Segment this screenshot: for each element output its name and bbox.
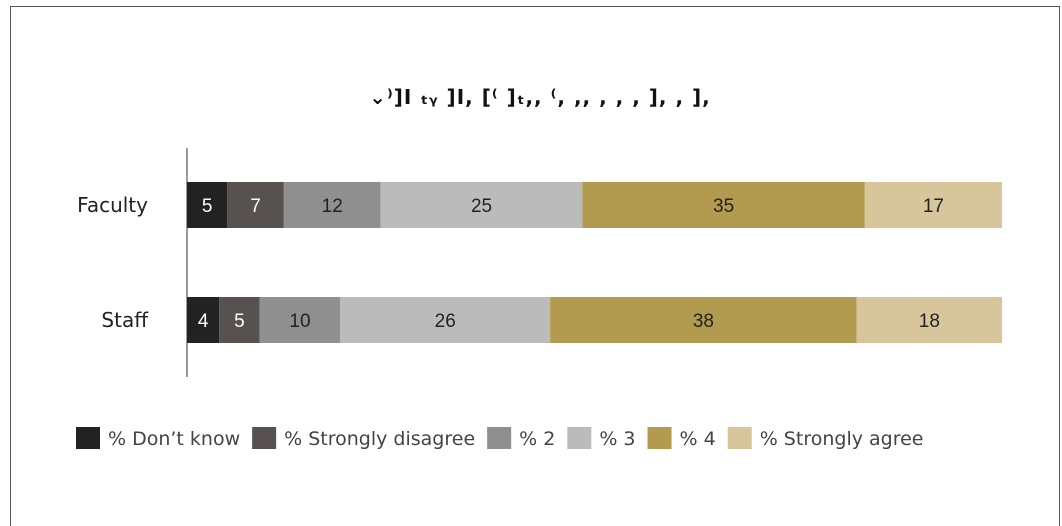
category-labels: Faculty Staff [77, 193, 149, 332]
data-label-faculty-0: 5 [202, 196, 213, 217]
legend-label-2: % 2 [519, 428, 555, 450]
bar-segment-staff-1 [219, 297, 260, 343]
stacked-bar-chart: ⌄⁾]I ₜᵧ ]I, [⁽ ]ₜ,, ⁽, ,, , , , ], , ], … [76, 85, 1002, 450]
category-label-staff: Staff [101, 308, 149, 332]
legend-swatch-5 [727, 427, 752, 449]
data-label-faculty-5: 17 [923, 196, 944, 217]
bar-segment-faculty-0 [187, 182, 228, 228]
legend-label-1: % Strongly disagree [284, 428, 475, 450]
legend-swatch-4 [647, 427, 672, 449]
legend: % Don’t know % Strongly disagree % 2 % 3 % 4… [76, 427, 923, 450]
bar-segment-faculty-2 [283, 182, 381, 228]
bar-segment-staff-2 [259, 297, 341, 343]
bar-segment-staff-0 [187, 297, 220, 343]
bar-segment-staff-4 [550, 297, 857, 343]
legend-label-5: % Strongly agree [760, 428, 924, 450]
category-label-faculty: Faculty [77, 193, 148, 217]
legend-label-0: % Don’t know [108, 428, 240, 450]
legend-swatch-0 [76, 427, 100, 449]
data-label-staff-5: 18 [919, 311, 940, 332]
legend-label-4: % 4 [680, 428, 716, 450]
bar-segment-faculty-3 [380, 182, 583, 228]
chart-title: ⌄⁾]I ₜᵧ ]I, [⁽ ]ₜ,, ⁽, ,, , , , ], , ], [369, 85, 711, 109]
legend-label-3: % 3 [599, 428, 635, 450]
bars-group: 5 7 12 25 35 17 4 5 10 26 38 18 [187, 182, 1002, 343]
legend-swatch-2 [487, 427, 512, 449]
bar-segment-faculty-4 [582, 182, 865, 228]
data-label-staff-2: 10 [289, 311, 310, 332]
data-label-faculty-3: 25 [471, 196, 492, 217]
legend-swatch-1 [252, 427, 277, 449]
data-label-staff-0: 4 [198, 311, 209, 332]
bar-segment-staff-5 [856, 297, 1002, 343]
bar-segment-faculty-5 [864, 182, 1002, 228]
legend-swatch-3 [567, 427, 592, 449]
chart-frame [10, 6, 1060, 526]
data-label-faculty-2: 12 [322, 196, 343, 217]
bar-segment-staff-3 [340, 297, 551, 343]
data-label-faculty-4: 35 [713, 196, 734, 217]
data-label-faculty-1: 7 [250, 196, 261, 217]
bar-segment-faculty-1 [227, 182, 284, 228]
data-label-staff-3: 26 [435, 311, 456, 332]
data-label-staff-1: 5 [234, 311, 245, 332]
data-label-staff-4: 38 [693, 311, 714, 332]
